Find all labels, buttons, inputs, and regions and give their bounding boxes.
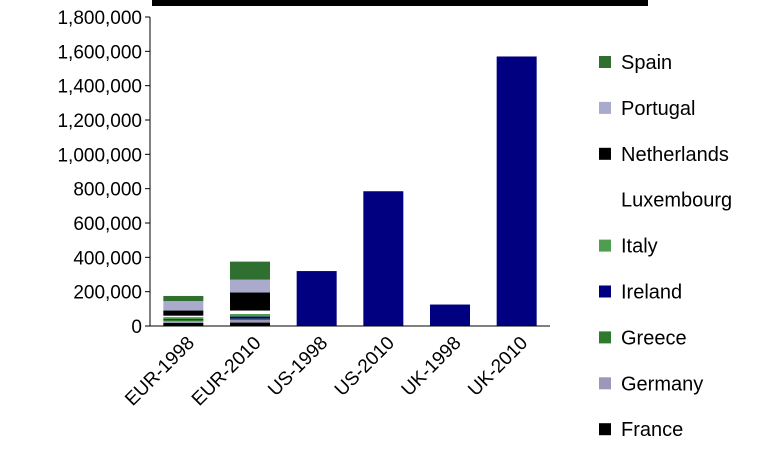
x-tick-label: US-1998	[264, 333, 332, 401]
x-tick-label: UK-1998	[398, 333, 466, 401]
bar-segment	[163, 301, 204, 311]
x-tick-label: EUR-2010	[188, 333, 266, 411]
bar-segment	[230, 319, 270, 323]
bar-segment	[163, 295, 204, 302]
y-tick-label: 1,400,000	[57, 77, 142, 98]
legend-swatch	[599, 193, 611, 206]
bar-segment	[163, 322, 204, 326]
y-tick-label: 1,600,000	[57, 42, 142, 63]
bar-segment	[230, 322, 270, 326]
y-tick-label: 1,000,000	[57, 145, 142, 166]
legend-label: Luxembourg	[621, 190, 732, 212]
y-axis-ticks: 0 200,000 400,000 600,000 800,000 1,000,000 1,…	[57, 8, 150, 338]
legend-label: Ireland	[621, 282, 682, 304]
y-tick-label: 1,800,000	[57, 8, 142, 29]
legend-swatch	[599, 423, 611, 436]
x-axis-labels: EUR-1998EUR-2010US-1998US-2010UK-1998UK-…	[121, 333, 532, 411]
legend-swatch	[599, 147, 611, 160]
bar-segment	[230, 292, 270, 311]
bar-segment	[163, 310, 204, 316]
bar-segment	[230, 313, 270, 317]
bar-segment	[163, 319, 204, 320]
bar-segment	[163, 315, 204, 318]
y-tick-label: 800,000	[73, 180, 142, 201]
y-tick-label: 600,000	[73, 214, 142, 235]
legend-label: France	[621, 419, 683, 441]
legend-swatch	[599, 377, 611, 390]
y-tick-label: 400,000	[73, 248, 142, 269]
bar-segment	[430, 304, 470, 326]
x-tick-label: US-2010	[331, 333, 399, 401]
legend-label: Greece	[621, 327, 687, 349]
x-tick-label: EUR-1998	[121, 333, 199, 411]
legend-swatch	[599, 285, 611, 298]
legend-label: Italy	[621, 236, 658, 258]
bar-segment	[363, 191, 404, 326]
bar-segment	[163, 319, 204, 322]
bar-segment	[230, 310, 270, 314]
x-tick-label: UK-2010	[464, 333, 532, 401]
bar-segment	[163, 321, 204, 323]
legend-label: Germany	[621, 373, 703, 395]
bar-segment	[230, 261, 270, 280]
legend-label: Netherlands	[621, 144, 729, 166]
y-tick-label: 1,200,000	[57, 111, 142, 132]
y-tick-label: 200,000	[73, 283, 142, 304]
legend: Spain Portugal Netherlands Luxembourg Italy I…	[599, 52, 732, 441]
legend-label: Spain	[621, 52, 672, 74]
bar-segment	[230, 318, 270, 320]
legend-swatch	[599, 56, 611, 68]
legend-swatch	[599, 101, 611, 114]
bar-segment	[296, 271, 337, 326]
bar-segment	[163, 317, 204, 320]
legend-label: Portugal	[621, 98, 696, 120]
bar-segment	[230, 279, 270, 293]
legend-swatch	[599, 331, 611, 344]
bar-segment	[230, 316, 270, 319]
legend-swatch	[599, 239, 611, 252]
y-tick-label: 0	[131, 317, 142, 338]
bar-segment	[496, 56, 537, 326]
bars	[163, 56, 537, 326]
